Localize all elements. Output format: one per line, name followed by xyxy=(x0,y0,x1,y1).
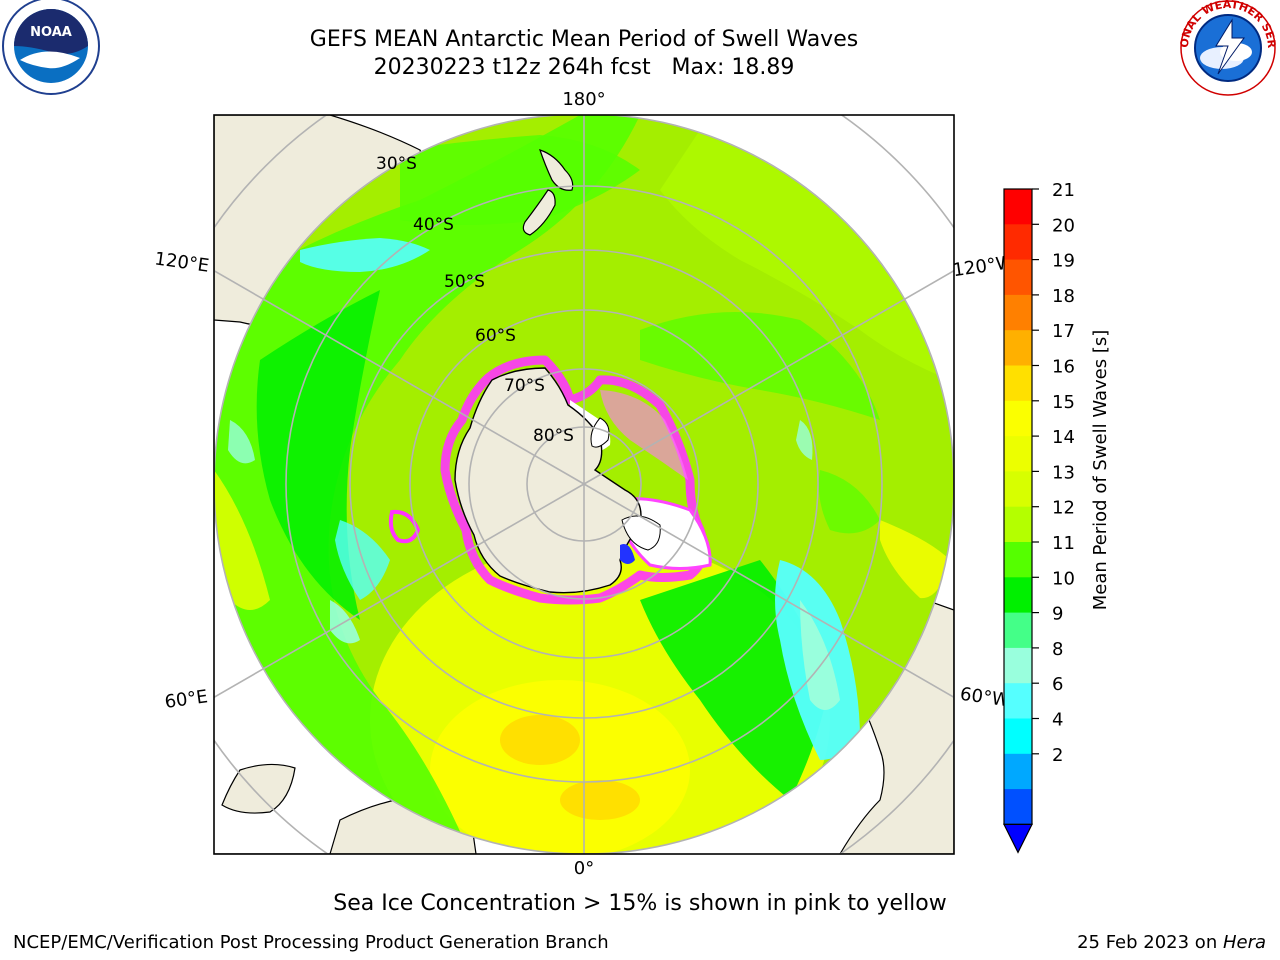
lat-label-40s: 40°S xyxy=(413,215,454,235)
lon-label-0: 0° xyxy=(574,858,594,879)
colorbar-segment xyxy=(1004,294,1032,331)
sea-ice-caption: Sea Ice Concentration > 15% is shown in … xyxy=(333,891,947,916)
noaa-logo-text: NOAA xyxy=(30,25,72,40)
lon-label-60w: 60°W xyxy=(959,684,1011,712)
colorbar-segment xyxy=(1004,753,1032,790)
colorbar-tick-label: 19 xyxy=(1052,251,1075,272)
colorbar-segment xyxy=(1004,647,1032,684)
colorbar-segment xyxy=(1004,436,1032,472)
colorbar-tick-label: 6 xyxy=(1052,674,1063,695)
colorbar-tick-label: 4 xyxy=(1052,710,1063,731)
lon-label-60e: 60°E xyxy=(163,686,209,713)
footer-credit: NCEP/EMC/Verification Post Processing Pr… xyxy=(13,932,609,953)
colorbar-extend-arrow xyxy=(1003,823,1033,854)
chart-title: GEFS MEAN Antarctic Mean Period of Swell… xyxy=(309,27,859,52)
colorbar-tick-label: 17 xyxy=(1052,321,1075,342)
colorbar-segment xyxy=(1004,259,1032,296)
lat-label-60s: 60°S xyxy=(475,326,516,346)
lat-label-30s: 30°S xyxy=(376,154,417,174)
swell-field xyxy=(214,115,950,854)
colorbar-segment xyxy=(1004,683,1032,719)
colorbar-segment xyxy=(1004,718,1032,755)
antarctica xyxy=(388,355,712,605)
map-area xyxy=(214,115,954,854)
colorbar-segment xyxy=(1004,224,1032,261)
colorbar-segment xyxy=(1004,612,1032,649)
colorbar-segment xyxy=(1004,577,1032,614)
colorbar-segment xyxy=(1004,365,1032,402)
colorbar-segment xyxy=(1004,330,1032,366)
colorbar-tick-label: 13 xyxy=(1052,462,1075,483)
lon-label-180: 180° xyxy=(562,89,605,110)
nws-logo: NATIONAL WEATHER SERVICE xyxy=(0,0,1278,96)
footer-date: 25 Feb 2023 on Hera xyxy=(1077,932,1266,953)
colorbar-tick-label: 16 xyxy=(1052,357,1075,378)
colorbar-segment xyxy=(1004,400,1032,437)
colorbar-label: Mean Period of Swell Waves [s] xyxy=(1090,330,1111,611)
new-zealand xyxy=(522,149,574,236)
colorbar-tick-label: 2 xyxy=(1052,745,1063,766)
lat-label-70s: 70°S xyxy=(504,376,545,396)
map-frame xyxy=(213,114,955,855)
colorbar-tick-label: 20 xyxy=(1052,215,1075,236)
lat-label-50s: 50°S xyxy=(444,272,485,292)
svg-text:NATIONAL WEATHER SERVICE: NATIONAL WEATHER SERVICE xyxy=(0,0,1278,49)
nws-logo-text: NATIONAL WEATHER SERVICE xyxy=(0,0,1278,49)
colorbar-segment xyxy=(1004,542,1032,578)
colorbar-segment xyxy=(1004,471,1032,508)
colorbar-tick-label: 15 xyxy=(1052,392,1075,413)
colorbar-tick-label: 12 xyxy=(1052,498,1075,519)
colorbar-segment xyxy=(1004,506,1032,543)
colorbar-tick-label: 18 xyxy=(1052,286,1075,307)
footer-host: Hera xyxy=(1222,932,1266,953)
colorbar-segment xyxy=(1004,189,1032,225)
chart-subtitle: 20230223 t12z 264h fcst Max: 18.89 xyxy=(373,55,795,80)
colorbar-tick-label: 10 xyxy=(1052,568,1075,589)
colorbar: 21 20 19 18 17 16 15 14 13 12 11 10 9 8 6 4 2 xyxy=(1003,180,1075,854)
graticule xyxy=(214,115,954,854)
lat-label-80s: 80°S xyxy=(533,426,574,446)
latitude-labels: 30°S 40°S 50°S 60°S 70°S 80°S xyxy=(376,154,574,446)
lon-label-120e: 120°E xyxy=(153,248,210,276)
noaa-logo: NOAA xyxy=(2,0,100,95)
footer-date-text: 25 Feb 2023 on xyxy=(1077,932,1223,953)
colorbar-tick-label: 14 xyxy=(1052,427,1075,448)
colorbar-tick-label: 9 xyxy=(1052,604,1063,625)
colorbar-tick-label: 21 xyxy=(1052,180,1075,201)
colorbar-segment xyxy=(1004,789,1032,825)
colorbar-tick-label: 11 xyxy=(1052,533,1075,554)
colorbar-tick-label: 8 xyxy=(1052,639,1063,660)
